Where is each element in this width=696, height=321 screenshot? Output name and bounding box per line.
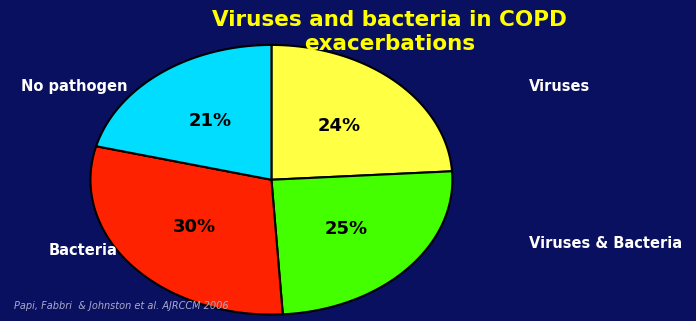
- Text: 25%: 25%: [324, 220, 367, 238]
- Text: Bacteria: Bacteria: [49, 243, 118, 258]
- Polygon shape: [96, 45, 271, 180]
- Text: Papi, Fabbri  & Johnston et al. AJRCCM 2006: Papi, Fabbri & Johnston et al. AJRCCM 20…: [14, 301, 228, 311]
- Text: Viruses: Viruses: [529, 79, 590, 94]
- Polygon shape: [90, 146, 283, 315]
- Text: No pathogen: No pathogen: [21, 79, 127, 94]
- Polygon shape: [271, 171, 452, 314]
- Text: 30%: 30%: [173, 218, 216, 236]
- Text: Viruses & Bacteria: Viruses & Bacteria: [529, 237, 682, 251]
- Text: 21%: 21%: [189, 112, 232, 130]
- Polygon shape: [271, 45, 452, 180]
- Text: 24%: 24%: [318, 117, 361, 135]
- Text: Viruses and bacteria in COPD
exacerbations: Viruses and bacteria in COPD exacerbatio…: [212, 10, 567, 55]
